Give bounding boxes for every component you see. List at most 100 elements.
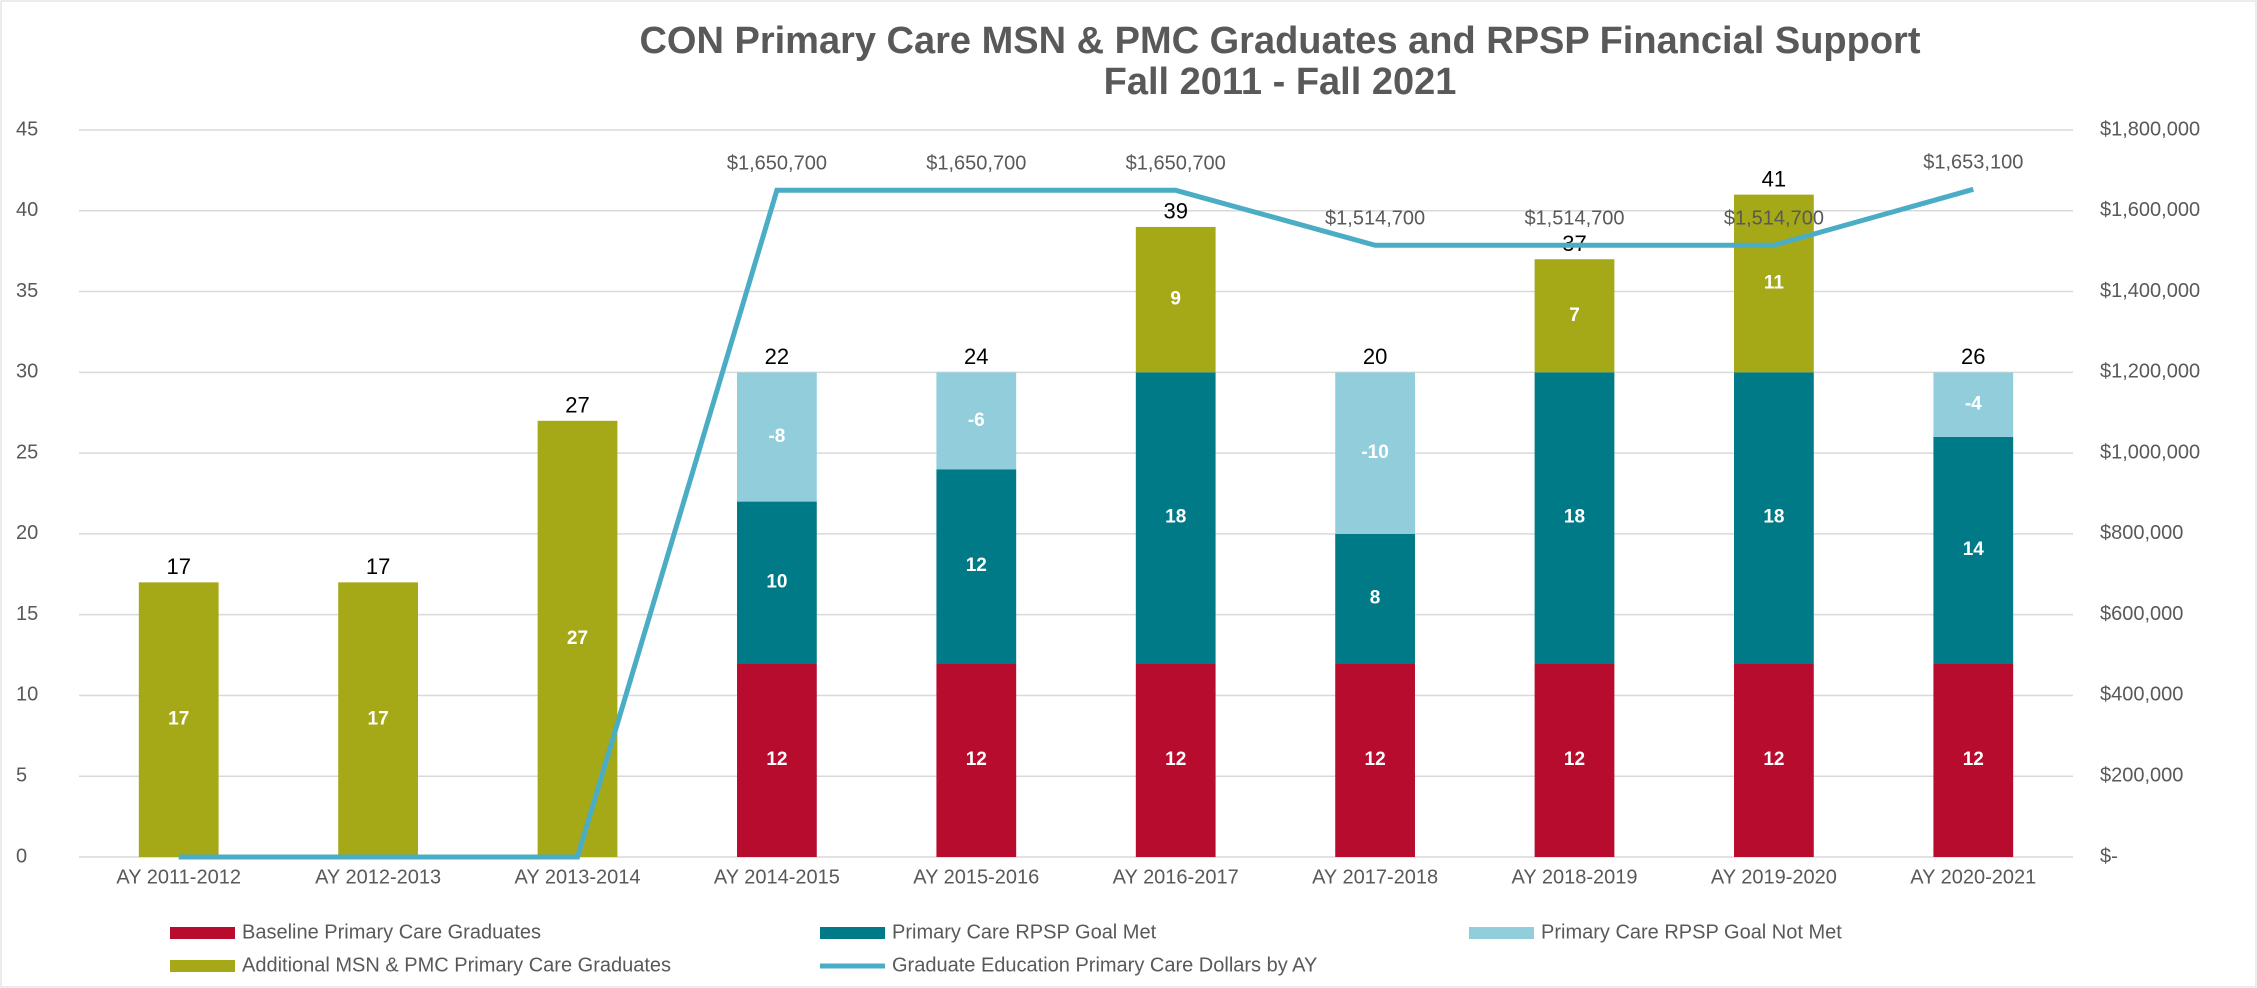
bar-segment	[1933, 372, 2014, 437]
y2-tick-label: $-	[2100, 845, 2118, 867]
legend-marker	[1469, 927, 1534, 939]
data-label: 14	[1963, 539, 1985, 560]
line-label: $1,514,700	[1524, 208, 1624, 230]
data-label: 12	[1365, 749, 1386, 770]
line	[178, 186, 1974, 860]
bar-segment	[1534, 372, 1615, 664]
y-tick-label: 35	[16, 280, 38, 302]
bar-segment	[338, 582, 418, 857]
legend-marker	[820, 927, 885, 939]
x-tick-label: AY 2016-2017	[1113, 866, 1239, 888]
y2-tick-label: $400,000	[2100, 684, 2183, 706]
total-label: 24	[964, 344, 988, 369]
legend-label: Additional MSN & PMC Primary Care Gradua…	[242, 954, 671, 976]
y-tick-label: 15	[16, 603, 38, 625]
bar-segment	[1734, 194, 1814, 373]
y-tick-label: 45	[16, 118, 38, 140]
legend-label: Baseline Primary Care Graduates	[242, 921, 541, 943]
x-tick-label: AY 2015-2016	[913, 866, 1039, 888]
y-tick-label: 20	[16, 522, 38, 544]
line-label: $1,650,700	[926, 153, 1026, 175]
x-tick-label: AY 2013-2014	[514, 866, 640, 888]
total-label: 39	[1163, 199, 1187, 224]
total-label: 17	[366, 554, 390, 579]
x-tick-label: AY 2014-2015	[714, 866, 840, 888]
data-label: -8	[768, 426, 785, 447]
y-tick-label: 30	[16, 361, 38, 383]
y2-tick-label: $600,000	[2100, 603, 2183, 625]
bar-segment	[936, 469, 1017, 664]
bar-segment	[1135, 226, 1216, 373]
y-tick-label: 0	[16, 845, 27, 867]
line-label: $1,514,700	[1724, 208, 1824, 230]
bar-segment	[1135, 663, 1216, 857]
y-tick-label: 5	[16, 765, 27, 787]
data-label: -6	[968, 410, 985, 431]
bar-segment	[1135, 372, 1216, 664]
data-label: 9	[1170, 289, 1181, 310]
bar-segment	[138, 582, 219, 857]
legend-marker	[170, 960, 235, 972]
total-label: 22	[765, 344, 789, 369]
bar-segment	[936, 663, 1017, 857]
y2-tick-label: $1,200,000	[2100, 361, 2200, 383]
total-label: 27	[565, 393, 589, 418]
legend-marker	[170, 927, 235, 939]
x-tick-label: AY 2020-2021	[1910, 866, 2036, 888]
data-label: 11	[1764, 272, 1785, 293]
bar-segment	[1734, 372, 1814, 664]
line-label: $1,653,100	[1923, 152, 2023, 174]
legend-label: Graduate Education Primary Care Dollars …	[892, 954, 1317, 976]
data-label: 12	[766, 749, 787, 770]
bar-segment	[1534, 259, 1615, 373]
y2-tick-label: $1,800,000	[2100, 118, 2200, 140]
line-label: $1,650,700	[1126, 153, 1226, 175]
x-tick-label: AY 2012-2013	[315, 866, 441, 888]
data-label: 12	[1165, 749, 1186, 770]
chart-title: CON Primary Care MSN & PMC Graduates and…	[639, 20, 1920, 62]
x-tick-label: AY 2011-2012	[116, 866, 241, 888]
data-label: 8	[1370, 588, 1381, 609]
data-label: 12	[1763, 749, 1784, 770]
y2-tick-label: $200,000	[2100, 765, 2183, 787]
y2-tick-label: $1,400,000	[2100, 280, 2200, 302]
data-label: 10	[766, 571, 787, 592]
legend-label: Primary Care RPSP Goal Not Met	[1541, 921, 1842, 943]
bar-segment	[1335, 372, 1415, 534]
bar-segment	[1933, 436, 2014, 664]
x-tick-label: AY 2017-2018	[1312, 866, 1438, 888]
y-tick-label: 10	[16, 684, 38, 706]
data-label: -4	[1965, 394, 1982, 415]
total-label: 20	[1363, 344, 1387, 369]
bar-segment	[1534, 663, 1615, 857]
bar-segment	[537, 420, 618, 857]
bar-segment	[1335, 663, 1415, 857]
bar-segment	[1335, 533, 1415, 664]
data-label: -10	[1361, 442, 1388, 463]
bar-segment	[737, 501, 817, 664]
total-label: 41	[1762, 166, 1786, 191]
chart-title: Fall 2011 - Fall 2021	[1104, 61, 1457, 103]
bar-segment	[936, 372, 1017, 470]
data-label: 27	[567, 628, 588, 649]
data-label: 18	[1165, 507, 1186, 528]
data-label: 17	[168, 709, 189, 730]
total-label: 17	[166, 554, 190, 579]
data-label: 17	[368, 709, 389, 730]
line-label: $1,650,700	[727, 153, 827, 175]
data-label: 12	[966, 749, 987, 770]
y-tick-label: 40	[16, 199, 38, 221]
bar-segment	[1734, 663, 1814, 857]
bar-segment	[737, 372, 817, 502]
bar-segment	[737, 663, 817, 857]
y-tick-label: 25	[16, 441, 38, 463]
data-label: 12	[1564, 749, 1585, 770]
data-label: 18	[1763, 507, 1784, 528]
y2-tick-label: $800,000	[2100, 522, 2183, 544]
legend-label: Primary Care RPSP Goal Met	[892, 921, 1157, 943]
bar-segment	[1933, 663, 2014, 857]
x-tick-label: AY 2019-2020	[1711, 866, 1837, 888]
y2-tick-label: $1,600,000	[2100, 199, 2200, 221]
x-tick-label: AY 2018-2019	[1511, 866, 1637, 888]
